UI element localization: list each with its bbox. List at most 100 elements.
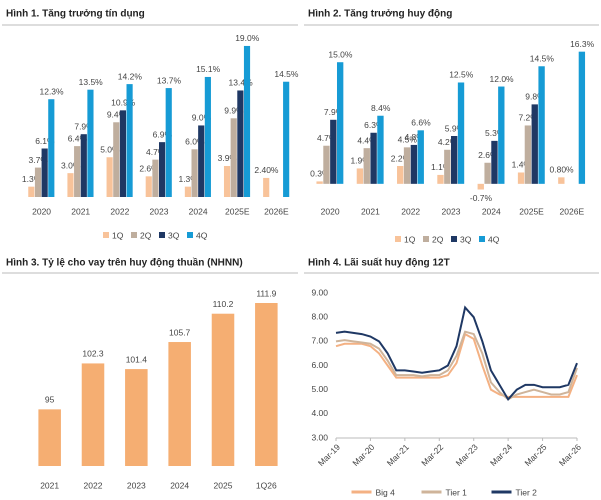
bar <box>498 86 505 184</box>
data-label: 0.80% <box>550 165 575 175</box>
bar <box>48 99 55 197</box>
data-label: 15.1% <box>196 64 221 74</box>
data-label: 6.6% <box>411 118 431 128</box>
x-tick-label: 2021 <box>40 480 59 490</box>
bar <box>255 303 278 466</box>
data-label: 9.4% <box>107 110 127 120</box>
bar <box>397 166 404 184</box>
legend-label: 4Q <box>196 230 208 240</box>
chart-title: Hình 1. Tăng trưởng tín dụng <box>6 9 145 20</box>
bar <box>283 81 290 197</box>
y-tick-label: 6.00 <box>311 360 328 370</box>
data-label: 10.9% <box>111 98 136 108</box>
x-tick-label: 2020 <box>32 206 51 216</box>
x-tick-label: 2023 <box>442 206 461 216</box>
bar <box>330 119 337 184</box>
x-tick-label: 2023 <box>127 480 146 490</box>
data-label: 111.9 <box>256 288 276 298</box>
x-tick-label: Mar-19 <box>316 442 342 468</box>
x-tick-label: 2025 <box>214 480 233 490</box>
legend-label: 4Q <box>488 234 500 244</box>
x-tick-label: 2022 <box>84 480 103 490</box>
legend-swatch <box>451 236 457 242</box>
data-label: 3.7% <box>29 155 49 165</box>
data-label: 1.4% <box>512 160 532 170</box>
data-label: 5.3% <box>485 128 505 138</box>
data-label: 6.9% <box>153 129 173 139</box>
bar <box>159 142 166 197</box>
data-label: 9.0% <box>192 113 212 123</box>
line-series <box>335 305 578 402</box>
line-series <box>335 332 578 398</box>
data-label: 1.1% <box>431 162 451 172</box>
x-tick-label: 2025E <box>225 206 250 216</box>
bar <box>74 146 81 197</box>
bar <box>191 149 198 197</box>
data-label: 12.5% <box>449 70 474 80</box>
data-label: 110.2 <box>213 299 234 309</box>
legend-label: Tier 1 <box>446 487 468 497</box>
x-tick-label: 2024 <box>189 206 208 216</box>
data-label: 7.9% <box>74 121 94 131</box>
legend-label: 1Q <box>404 234 416 244</box>
bar <box>168 342 191 466</box>
legend-swatch <box>423 236 429 242</box>
x-tick-label: 2022 <box>401 206 420 216</box>
bar <box>67 173 74 197</box>
chart-title: Hình 4. Lãi suất huy động 12T <box>308 257 450 269</box>
data-label: 13.4% <box>229 78 254 88</box>
bar <box>204 76 211 197</box>
legend-label: 3Q <box>168 230 180 240</box>
data-label: 14.5% <box>530 54 555 64</box>
legend-swatch <box>187 232 193 238</box>
bar <box>28 186 35 197</box>
bar <box>198 125 205 197</box>
bar <box>477 183 484 190</box>
legend-swatch <box>159 232 165 238</box>
bar <box>524 125 532 184</box>
data-label: 9.8% <box>525 92 545 102</box>
bar <box>484 162 491 184</box>
data-label: 4.4% <box>357 135 377 145</box>
bar <box>38 409 61 466</box>
data-label: 95 <box>45 395 55 405</box>
bar <box>377 115 384 184</box>
bar <box>165 88 172 197</box>
bar <box>125 369 148 466</box>
data-label: 3.9% <box>218 153 238 163</box>
bar <box>370 132 377 184</box>
data-label: 6.0% <box>185 137 205 147</box>
data-label: 2.40% <box>254 165 279 175</box>
data-label: 14.5% <box>274 69 299 79</box>
y-tick-label: 9.00 <box>311 287 328 297</box>
data-label: 15.0% <box>328 49 353 59</box>
bar <box>491 140 498 184</box>
bar <box>363 148 370 184</box>
y-tick-label: 7.00 <box>311 336 328 346</box>
bar <box>538 66 545 184</box>
legend-label: Big 4 <box>376 487 396 497</box>
bar <box>81 363 105 466</box>
bar <box>87 89 94 197</box>
bar <box>184 186 191 197</box>
data-label: 1.9% <box>350 156 370 166</box>
data-label: 102.3 <box>82 349 104 359</box>
data-label: 12.3% <box>39 86 64 96</box>
data-label: 5.9% <box>445 123 465 133</box>
data-label: 2.6% <box>478 150 498 160</box>
legend-label: 2Q <box>432 234 444 244</box>
data-label: 8.4% <box>371 103 391 113</box>
x-tick-label: 2024 <box>482 206 501 216</box>
data-label: 13.5% <box>79 77 104 87</box>
line-series <box>335 330 578 401</box>
x-tick-label: Mar-23 <box>454 442 480 468</box>
data-label: 16.3% <box>570 39 595 49</box>
chart-title: Hình 3. Tỷ lệ cho vay trên huy động thuầ… <box>6 257 243 269</box>
data-label: 6.3% <box>364 120 384 130</box>
bar <box>230 118 237 197</box>
legend-label: 1Q <box>112 230 124 240</box>
data-label: 7.9% <box>324 107 344 117</box>
data-label: 2.6% <box>139 164 159 174</box>
y-tick-label: 5.00 <box>311 384 328 394</box>
